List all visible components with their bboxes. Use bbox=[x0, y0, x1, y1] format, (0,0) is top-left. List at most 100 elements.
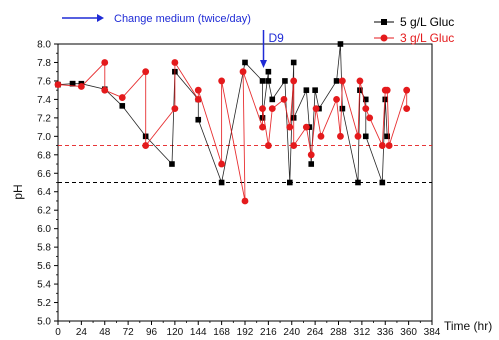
data-point-circle bbox=[403, 86, 411, 94]
y-tick-label: 5.6 bbox=[37, 261, 51, 272]
y-tick-label: 7.4 bbox=[37, 95, 51, 106]
data-point-square bbox=[265, 78, 272, 84]
data-point-square bbox=[333, 78, 340, 84]
data-point-square bbox=[362, 133, 369, 140]
data-point-circle bbox=[403, 105, 411, 113]
data-point-square bbox=[287, 179, 293, 186]
legend-item-5g-gluc: 5 g/L Gluc bbox=[374, 15, 454, 29]
x-tick-label: 192 bbox=[237, 327, 254, 338]
data-point-square bbox=[218, 179, 225, 186]
change-medium-text: Change medium (twice/day) bbox=[114, 13, 251, 25]
x-tick-label: 72 bbox=[123, 327, 135, 338]
data-point-circle bbox=[77, 83, 85, 90]
data-point-circle bbox=[171, 105, 179, 113]
x-axis-ticks: 0 24 48 72 96 120 144 168 192 216 240 264 288 312 336 3… bbox=[55, 321, 441, 338]
y-tick-label: 8.0 bbox=[37, 40, 51, 51]
data-point-circle bbox=[280, 96, 288, 103]
data-point-square bbox=[384, 133, 390, 140]
series-line bbox=[57, 60, 408, 202]
data-point-square bbox=[265, 68, 272, 75]
data-point-square bbox=[69, 80, 76, 87]
reference-lines bbox=[58, 145, 432, 183]
data-point-circle bbox=[194, 86, 202, 94]
data-point-circle bbox=[101, 86, 109, 94]
data-point-square bbox=[337, 41, 344, 47]
legend-item-3g-gluc: 3 g/L Gluc bbox=[374, 31, 454, 45]
data-point-circle bbox=[338, 77, 346, 85]
x-tick-label: 120 bbox=[167, 327, 184, 338]
y-tick-label: 5.0 bbox=[37, 317, 51, 328]
y-tick-label: 5.4 bbox=[37, 280, 51, 291]
data-point-circle bbox=[312, 105, 320, 113]
data-point-circle bbox=[171, 59, 179, 66]
data-point-square bbox=[355, 179, 361, 186]
x-tick-label: 240 bbox=[283, 327, 300, 338]
data-point-square bbox=[303, 87, 310, 93]
legend-label: 5 g/L Gluc bbox=[400, 15, 454, 29]
y-tick-label: 7.2 bbox=[37, 113, 51, 124]
data-point-circle bbox=[241, 197, 249, 205]
data-point-circle bbox=[264, 142, 272, 149]
data-point-circle bbox=[290, 77, 298, 85]
data-point-circle bbox=[317, 132, 325, 140]
data-point-circle bbox=[101, 59, 109, 66]
d9-annotation: D9 bbox=[260, 30, 284, 68]
data-point-circle bbox=[259, 105, 266, 113]
data-point-square bbox=[379, 179, 386, 186]
data-point-circle bbox=[194, 96, 202, 103]
change-medium-arrowhead bbox=[97, 14, 104, 22]
series-line bbox=[57, 43, 388, 184]
data-point-circle bbox=[290, 142, 298, 149]
data-point-square bbox=[259, 78, 266, 84]
y-tick-label: 7.8 bbox=[37, 58, 51, 69]
y-axis-ticks: 5.0 5.2 5.4 5.6 5.8 6.0 6.2 6.4 6.6 6.8 7.0 7.2 7.4 7… bbox=[37, 40, 58, 328]
y-tick-label: 5.8 bbox=[37, 243, 51, 254]
data-point-square bbox=[362, 96, 369, 103]
data-point-circle bbox=[118, 94, 126, 101]
x-tick-label: 360 bbox=[400, 327, 417, 338]
data-point-circle bbox=[142, 68, 150, 76]
d9-arrowhead bbox=[260, 60, 268, 68]
data-point-square bbox=[308, 161, 315, 167]
legend-marker-square bbox=[381, 19, 387, 25]
x-tick-label: 144 bbox=[190, 327, 207, 338]
x-tick-label: 288 bbox=[330, 327, 347, 338]
x-tick-label: 168 bbox=[213, 327, 230, 338]
data-point-circle bbox=[286, 123, 294, 131]
series-3g-gluc bbox=[54, 59, 411, 205]
data-point-circle bbox=[302, 123, 310, 131]
y-tick-label: 6.2 bbox=[37, 206, 51, 217]
y-tick-label: 6.0 bbox=[37, 224, 51, 235]
data-point-square bbox=[339, 105, 346, 112]
y-tick-label: 6.4 bbox=[37, 187, 51, 198]
change-medium-annotation: Change medium (twice/day) bbox=[62, 13, 251, 25]
series-layer bbox=[54, 41, 411, 205]
data-point-circle bbox=[218, 160, 226, 168]
y-tick-label: 5.2 bbox=[37, 298, 51, 309]
data-point-square bbox=[269, 96, 276, 103]
data-point-square bbox=[242, 59, 248, 66]
x-tick-label: 48 bbox=[99, 327, 111, 338]
data-point-circle bbox=[307, 151, 315, 159]
x-tick-label: 384 bbox=[424, 327, 441, 338]
data-point-circle bbox=[362, 105, 370, 113]
data-point-circle bbox=[259, 123, 266, 131]
data-point-circle bbox=[333, 96, 340, 103]
data-point-circle bbox=[385, 142, 393, 149]
legend: 5 g/L Gluc 3 g/L Gluc bbox=[374, 15, 454, 45]
data-point-circle bbox=[356, 77, 364, 85]
data-point-square bbox=[119, 103, 126, 109]
x-tick-label: 96 bbox=[146, 327, 158, 338]
x-tick-label: 264 bbox=[307, 327, 324, 338]
legend-label: 3 g/L Gluc bbox=[400, 31, 454, 45]
y-tick-label: 6.6 bbox=[37, 169, 51, 180]
x-tick-label: 336 bbox=[377, 327, 394, 338]
x-tick-label: 216 bbox=[260, 327, 277, 338]
data-point-circle bbox=[54, 81, 62, 89]
data-point-circle bbox=[268, 105, 276, 113]
data-point-circle bbox=[239, 68, 247, 76]
legend-marker-circle bbox=[380, 34, 388, 42]
data-point-circle bbox=[337, 132, 344, 140]
y-tick-label: 6.8 bbox=[37, 150, 51, 161]
